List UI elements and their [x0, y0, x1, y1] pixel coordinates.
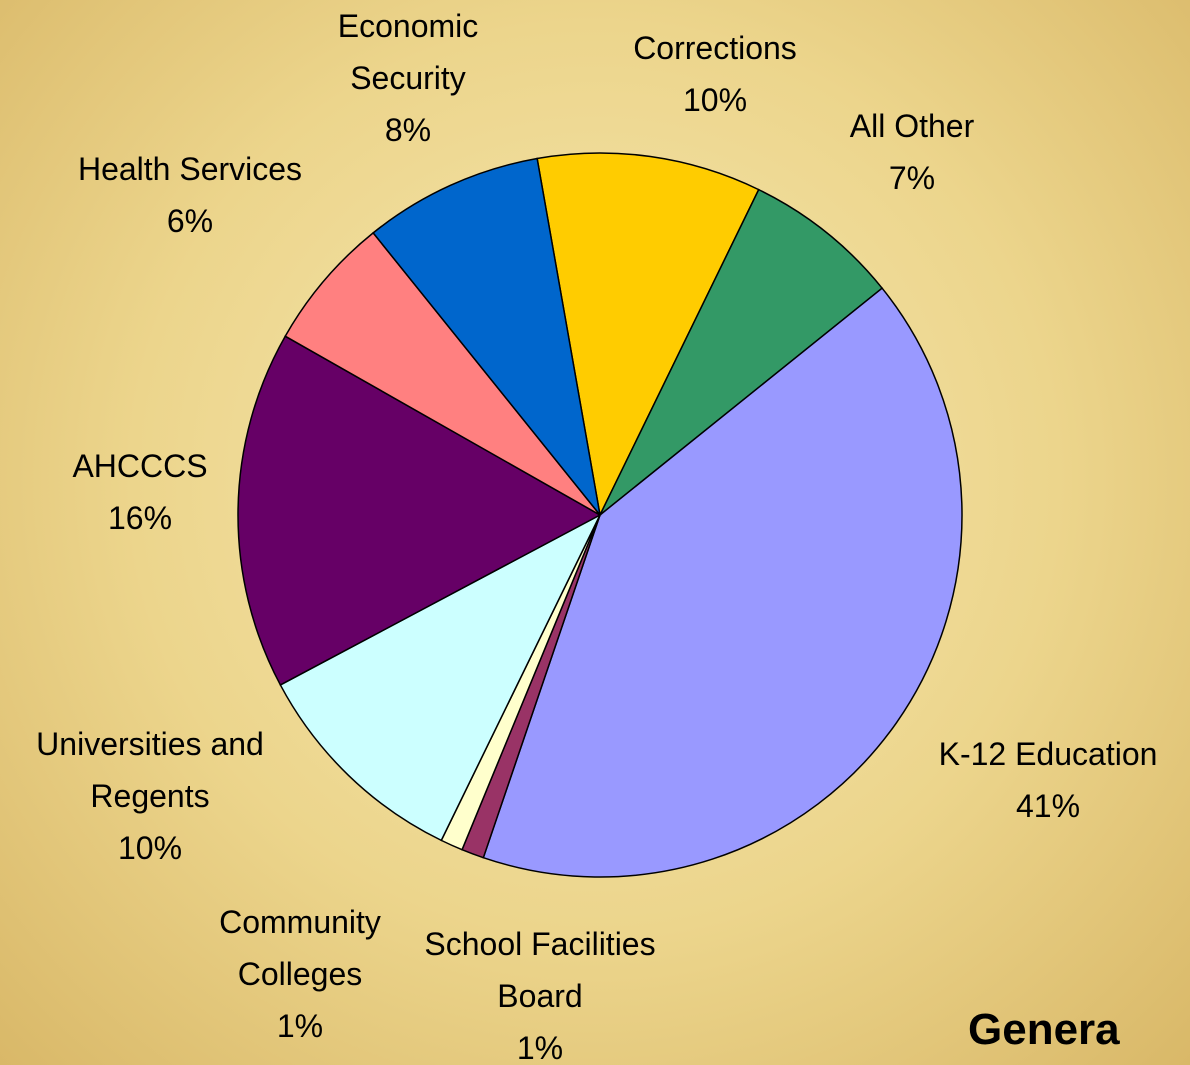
pie-slice: [372, 157, 601, 516]
slice-label: Economic Security: [337, 8, 479, 96]
slice-label: Health Services: [77, 151, 303, 187]
slice-percent: 7%: [888, 160, 936, 196]
slice-label: AHCCCS: [72, 448, 208, 484]
slice-percent: 6%: [166, 203, 214, 239]
slice-percent: 8%: [384, 112, 432, 148]
slice-label: Community Colleges: [219, 904, 381, 992]
pie-slice: [482, 287, 963, 878]
slice-label: Universities and Regents: [36, 726, 264, 814]
slice-percent: 41%: [1015, 788, 1081, 824]
slice-label: School Facilities Board: [424, 926, 656, 1014]
pie-slice: [279, 513, 602, 842]
pie-slice: [237, 335, 602, 686]
slice-percent: 10%: [117, 830, 183, 866]
pie-slice: [536, 152, 760, 518]
pie-slice: [284, 231, 601, 516]
slice-percent: 10%: [682, 82, 748, 118]
pie-slice: [599, 188, 884, 516]
chart-title: Genera: [968, 1005, 1120, 1054]
slice-label: All Other: [849, 108, 975, 144]
slice-percent: 1%: [516, 1030, 564, 1065]
slice-percent: 1%: [276, 1008, 324, 1044]
slice-label: Corrections: [633, 30, 797, 66]
slice-label: K-12 Education: [938, 736, 1158, 772]
slice-percent: 16%: [107, 500, 173, 536]
